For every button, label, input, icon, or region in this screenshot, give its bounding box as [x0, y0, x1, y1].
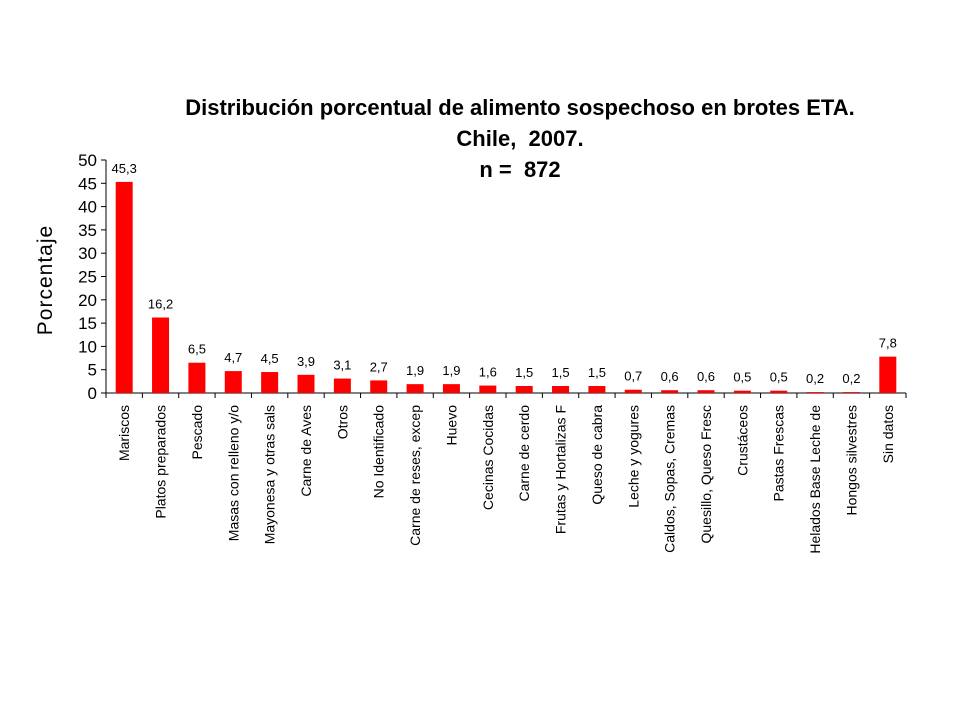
data-label: 1,9: [406, 363, 424, 378]
x-tick-label: Otros: [334, 405, 350, 439]
x-tick-label: Carne de reses, excep: [407, 405, 423, 546]
y-tick-label: 40: [78, 198, 97, 217]
data-label: 1,9: [442, 363, 460, 378]
bar: [152, 317, 170, 393]
bar: [661, 390, 679, 393]
y-tick-label: 10: [78, 337, 97, 356]
data-label: 6,5: [188, 342, 206, 357]
bar: [770, 390, 788, 393]
data-label: 45,3: [112, 161, 137, 176]
bar: [115, 181, 133, 393]
x-tick-label: Hongos silvestres: [843, 405, 859, 516]
y-tick-label: 25: [78, 268, 97, 287]
x-tick-label: Quesillo, Queso Fresc: [698, 405, 714, 544]
x-tick-label: Mariscos: [116, 405, 132, 461]
chart-sample-size: n = 872: [479, 157, 561, 182]
data-label: 1,6: [479, 365, 497, 380]
x-tick-label: Sin datos: [880, 405, 896, 463]
data-label: 0,6: [697, 369, 715, 384]
bar: [842, 392, 860, 393]
x-tick-label: Caldos, Sopas, Cremas: [662, 405, 678, 553]
x-tick-label: Leche y yogures: [625, 405, 641, 508]
chart-title-block: Distribución porcentual de alimento sosp…: [80, 92, 960, 185]
bar: [188, 362, 206, 393]
data-label: 2,7: [370, 359, 388, 374]
x-tick-label: Masas con relleno y/o: [225, 405, 241, 541]
bar: [624, 389, 642, 393]
data-label: 7,8: [879, 336, 897, 351]
data-label: 4,5: [261, 351, 279, 366]
y-tick-label: 45: [78, 174, 97, 193]
data-label: 1,5: [552, 365, 570, 380]
bar: [224, 371, 242, 393]
data-label: 1,5: [588, 365, 606, 380]
x-tick-label: Helados Base Leche de: [807, 405, 823, 554]
data-label: 4,7: [224, 350, 242, 365]
bar: [515, 386, 533, 393]
x-tick-label: Carne de Aves: [298, 405, 314, 497]
chart-subtitle: Chile, 2007.: [456, 126, 584, 151]
bar: [297, 374, 315, 393]
bar: [442, 384, 460, 393]
data-label: 0,2: [842, 371, 860, 386]
bar: [806, 392, 824, 393]
data-label: 1,5: [515, 365, 533, 380]
x-tick-label: Platos preparados: [153, 405, 169, 519]
data-label: 0,5: [733, 370, 751, 385]
x-tick-label: Cecinas Cocidas: [480, 405, 496, 510]
bar: [552, 386, 570, 393]
data-label: 16,2: [148, 297, 173, 312]
x-tick-label: Queso de cabra: [589, 405, 605, 505]
y-tick-label: 35: [78, 221, 97, 240]
x-tick-label: Pescado: [189, 405, 205, 460]
y-tick-label: 0: [88, 384, 97, 403]
data-label: 0,2: [806, 371, 824, 386]
y-tick-label: 50: [78, 151, 97, 170]
bar: [479, 385, 497, 393]
y-tick-label: 30: [78, 244, 97, 263]
x-tick-label: Crustáceos: [734, 405, 750, 476]
data-label: 0,5: [770, 370, 788, 385]
y-tick-label: 20: [78, 291, 97, 310]
data-label: 0,7: [624, 369, 642, 384]
bar: [333, 378, 351, 393]
x-tick-label: Huevo: [443, 405, 459, 446]
y-tick-label: 15: [78, 314, 97, 333]
x-tick-label: Carne de cerdo: [516, 405, 532, 502]
data-label: 3,9: [297, 354, 315, 369]
data-label: 0,6: [661, 369, 679, 384]
y-tick-label: 5: [88, 361, 97, 380]
x-tick-label: No Identificado: [371, 405, 387, 499]
x-tick-label: Pastas Frescas: [771, 405, 787, 501]
x-tick-label: Frutas y Hortalizas F: [553, 405, 569, 534]
bar: [697, 390, 715, 393]
bar: [370, 380, 388, 393]
bar: [879, 356, 897, 393]
bar: [406, 384, 424, 393]
bar: [588, 386, 606, 393]
data-label: 3,1: [333, 358, 351, 373]
bar: [733, 390, 751, 393]
chart-title: Distribución porcentual de alimento sosp…: [185, 95, 855, 120]
x-tick-label: Mayonesa y otras sals: [262, 405, 278, 544]
bar: [261, 372, 279, 393]
